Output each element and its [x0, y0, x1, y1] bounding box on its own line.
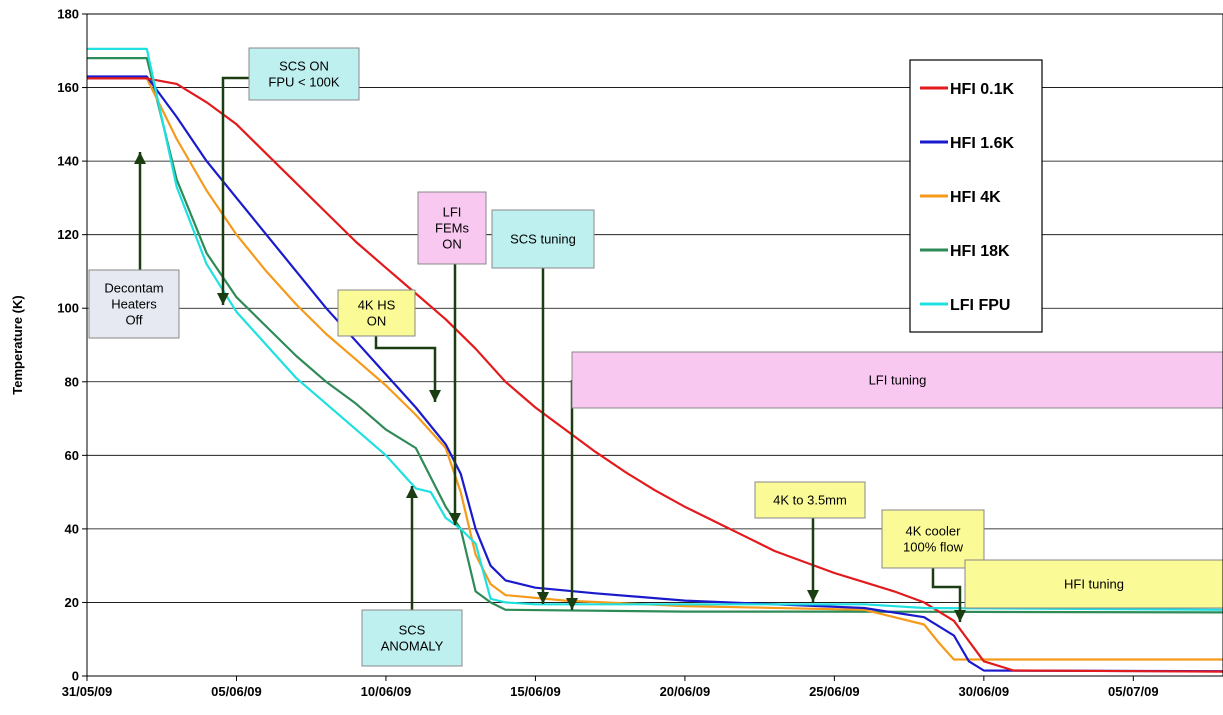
annotation-text: LFI [443, 205, 462, 220]
annotation-arrowhead [566, 598, 578, 610]
series-line-lfi-fpu [87, 47, 1223, 611]
series-line-hfi-1-6k [87, 75, 1223, 673]
annotation-box [571, 351, 1223, 409]
x-tick-label: 20/06/09 [660, 684, 711, 699]
annotation-arrow [374, 336, 437, 402]
legend-entry: HFI 18K [920, 243, 1010, 260]
annotation-4k-3-5mm: 4K to 3.5mm [754, 481, 866, 602]
x-tick-label: 30/06/09 [959, 684, 1010, 699]
y-tick-label: 100 [57, 301, 79, 316]
annotation-text: SCS tuning [510, 232, 576, 247]
annotation-box [248, 47, 360, 101]
annotation-box [491, 209, 595, 269]
y-axis-label: Temperature (K) [10, 295, 25, 394]
annotation-box [337, 289, 416, 337]
series-lines [87, 47, 1223, 673]
x-tick-label: 31/05/09 [62, 684, 113, 699]
y-tick-label: 40 [65, 521, 79, 536]
legend-label: HFI 18K [950, 243, 1010, 260]
annotation-box [964, 559, 1223, 609]
legend-entry: HFI 4K [920, 189, 1001, 206]
annotation-arrowhead [954, 610, 966, 622]
y-tick-label: 20 [65, 595, 79, 610]
annotation-arrow [931, 568, 962, 622]
legend-entry: LFI FPU [920, 297, 1010, 314]
x-tick-label: 15/06/09 [510, 684, 561, 699]
annotation-text: 100% flow [903, 540, 964, 555]
x-tick-label: 05/06/09 [211, 684, 262, 699]
x-tick-label: 25/06/09 [809, 684, 860, 699]
legend-label: HFI 4K [950, 189, 1001, 206]
annotation-text: Off [125, 313, 142, 328]
annotation-text: LFI tuning [869, 373, 927, 388]
annotation-text: FPU < 100K [268, 75, 340, 90]
annotation-text: Heaters [111, 297, 157, 312]
gridlines [87, 87, 1223, 603]
annotation-box [754, 481, 866, 519]
y-tick-label: 80 [65, 374, 79, 389]
annotation-text: ANOMALY [381, 639, 444, 654]
annotation-box [881, 509, 985, 569]
annotation-text: FEMs [435, 221, 469, 236]
x-axis-ticks: 31/05/09 05/06/09 10/06/09 15/06/09 20/06/09… [62, 676, 1159, 699]
annotation-text: 4K HS [358, 298, 396, 313]
series-line-hfi-4k [87, 77, 1223, 661]
annotation-arrowhead [537, 592, 549, 604]
annotation-box [417, 191, 487, 265]
annotation-arrow [221, 76, 249, 305]
annotation-text: Decontam [104, 281, 163, 296]
x-tick-label: 10/06/09 [361, 684, 412, 699]
legend-label: HFI 1.6K [950, 135, 1014, 152]
annotation-arrowhead [217, 293, 229, 305]
y-tick-label: 120 [57, 227, 79, 242]
annotation-arrowhead [429, 390, 441, 402]
annotation-box [88, 269, 180, 339]
annotation-text: 4K to 3.5mm [773, 493, 847, 508]
legend-label: HFI 0.1K [950, 81, 1014, 98]
annotation-arrowhead [406, 486, 418, 498]
y-tick-label: 160 [57, 80, 79, 95]
annotation-box [361, 609, 463, 667]
legend-entry: HFI 0.1K [920, 81, 1014, 98]
plot-frame [86, 13, 1223, 677]
legend-label: LFI FPU [950, 297, 1010, 314]
annotation-lfi-tuning: LFI tuning [566, 351, 1223, 610]
annotation-text: HFI tuning [1064, 577, 1124, 592]
legend: HFI 0.1K HFI 1.6K HFI 4K HFI 18K LFI FPU [909, 59, 1043, 333]
annotation-text: ON [442, 237, 462, 252]
y-tick-label: 0 [72, 669, 79, 684]
annotation-arrowhead [134, 152, 146, 164]
annotation-text: SCS ON [279, 59, 329, 74]
x-tick-label: 05/07/09 [1108, 684, 1159, 699]
y-tick-label: 180 [57, 7, 79, 22]
annotation-hfi-tuning: HFI tuning [964, 559, 1223, 609]
y-axis-ticks: 0 20 40 60 80 100 120 140 160 180 [57, 7, 87, 684]
annotation-arrowhead [807, 590, 819, 602]
legend-entry: HFI 1.6K [920, 135, 1014, 152]
y-tick-label: 140 [57, 154, 79, 169]
series-line-hfi-18k [87, 56, 1223, 614]
series-line-hfi-0-1k [87, 77, 1223, 673]
annotation-scs-tuning: SCS tuning [491, 209, 595, 604]
annotation-arrowhead [449, 513, 461, 525]
annotation-text: 4K cooler [906, 524, 962, 539]
annotation-text: ON [367, 314, 387, 329]
y-tick-label: 60 [65, 448, 79, 463]
annotation-text: SCS [399, 623, 426, 638]
